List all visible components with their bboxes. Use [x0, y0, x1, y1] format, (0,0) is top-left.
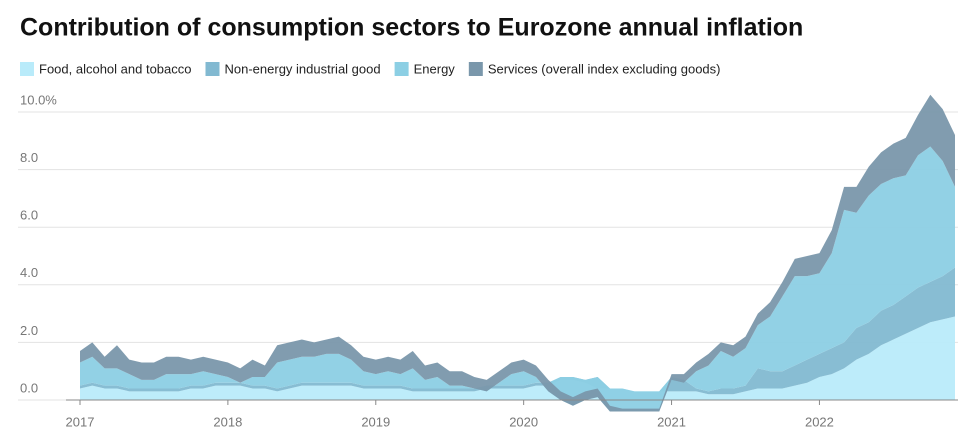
x-tick-label: 2017: [66, 414, 95, 429]
legend-swatch: [468, 62, 483, 76]
y-tick-label: 4.0: [20, 265, 38, 280]
y-tick-label: 8.0: [20, 150, 38, 165]
area: [80, 316, 955, 400]
legend-swatch: [205, 62, 220, 76]
area: [80, 146, 955, 412]
areas: [80, 94, 955, 412]
x-tick-label: 2021: [657, 414, 686, 429]
y-tick-label: 2.0: [20, 323, 38, 338]
y-tick-label: 6.0: [20, 208, 38, 223]
legend-swatch: [394, 62, 409, 76]
x-tick-label: 2020: [509, 414, 538, 429]
x-tick-label: 2022: [805, 414, 834, 429]
x-tick-label: 2018: [213, 414, 242, 429]
legend-swatch: [20, 62, 34, 76]
y-tick-label: 10.0%: [20, 92, 57, 107]
legend-label: Energy: [414, 61, 456, 76]
x-tick-label: 2019: [361, 414, 390, 429]
legend-label: Food, alcohol and tobacco: [39, 61, 192, 76]
y-tick-label: 0.0: [20, 380, 38, 395]
legend-label: Services (overall index excluding goods): [488, 61, 721, 76]
chart-title: Contribution of consumption sectors to E…: [20, 14, 803, 42]
legend-label: Non-energy industrial good: [225, 61, 381, 76]
